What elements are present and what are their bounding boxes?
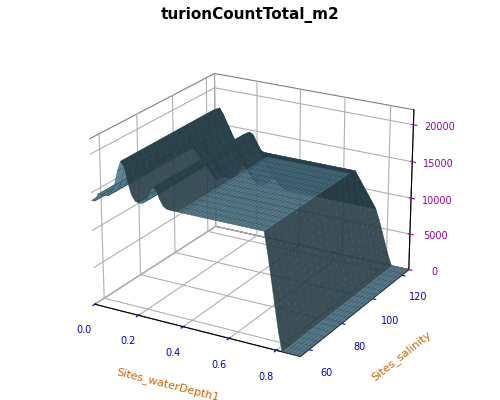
- Title: turionCountTotal_m2: turionCountTotal_m2: [160, 7, 340, 23]
- X-axis label: Sites_waterDepth1: Sites_waterDepth1: [115, 366, 220, 400]
- Y-axis label: Sites_salinity: Sites_salinity: [370, 329, 434, 383]
